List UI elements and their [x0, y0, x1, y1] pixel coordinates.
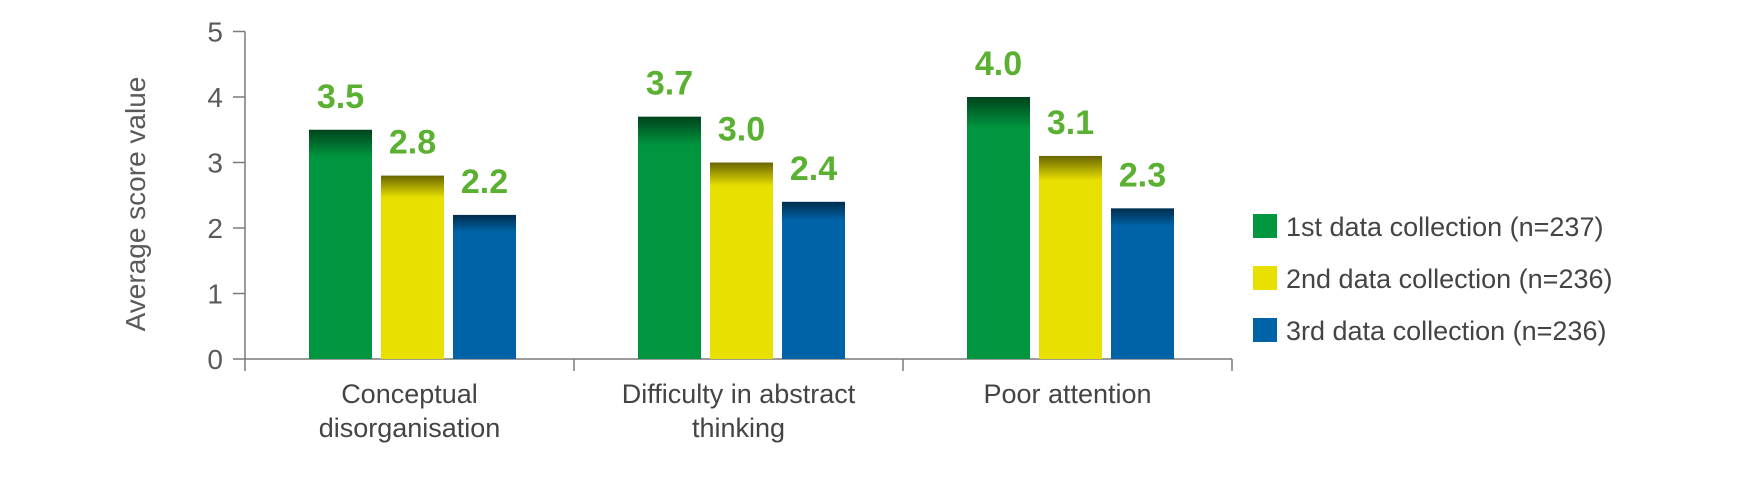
legend-swatch [1253, 214, 1277, 238]
bar [638, 116, 701, 360]
bar [782, 201, 845, 359]
bar [1111, 208, 1174, 359]
y-tick-label: 0 [207, 344, 223, 375]
y-tick-label: 1 [207, 279, 223, 310]
category-labels: Conceptual disorganisation Difficulty in a… [319, 379, 1152, 443]
data-label: 2.3 [1119, 156, 1166, 194]
y-tick-label: 4 [207, 82, 223, 113]
data-label: 4.0 [975, 45, 1022, 83]
x-axis [244, 358, 1233, 371]
legend-label: 1st data collection (n=237) [1286, 212, 1603, 242]
data-label: 2.4 [790, 150, 837, 188]
bar [710, 162, 773, 359]
category-label: Difficulty in abstract [622, 379, 856, 409]
bars [309, 97, 1174, 360]
legend-label: 2nd data collection (n=236) [1286, 264, 1612, 294]
bar [309, 129, 372, 359]
y-tick-label: 3 [207, 148, 223, 179]
category-label: thinking [692, 413, 785, 443]
data-label: 2.2 [461, 163, 508, 201]
data-label: 3.1 [1047, 104, 1094, 142]
bar [381, 175, 444, 359]
data-label: 3.0 [718, 111, 765, 149]
bar [453, 214, 516, 359]
data-labels: 3.5 2.8 2.2 3.7 3.0 2.4 4.0 3.1 2.3 [317, 45, 1166, 201]
legend-swatch [1253, 266, 1277, 290]
legend: 1st data collection (n=237) 2nd data coll… [1253, 212, 1612, 346]
bar [967, 97, 1030, 359]
bar [1039, 155, 1102, 359]
data-label: 2.8 [389, 124, 436, 162]
data-label: 3.7 [646, 65, 693, 103]
legend-swatch [1253, 318, 1277, 342]
category-label: Conceptual [341, 379, 478, 409]
y-axis-title: Average score value [120, 77, 151, 332]
legend-label: 3rd data collection (n=236) [1286, 316, 1606, 346]
y-tick-label: 2 [207, 213, 223, 244]
data-label: 3.5 [317, 78, 364, 116]
category-label: Poor attention [983, 379, 1151, 409]
y-axis: 0 1 2 3 4 5 [207, 17, 246, 375]
y-tick-label: 5 [207, 17, 223, 48]
category-label: disorganisation [319, 413, 501, 443]
